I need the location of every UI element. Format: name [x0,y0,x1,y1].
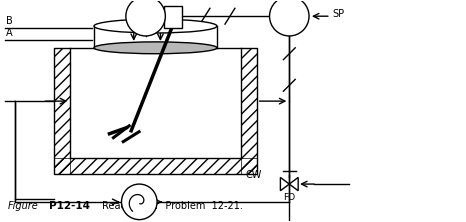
Bar [70,48,241,159]
Text: 1: 1 [143,19,149,28]
Ellipse shape [94,42,217,54]
Bar [241,48,257,174]
Text: FO: FO [283,193,295,202]
Bar [54,159,257,174]
Text: A: A [6,28,13,38]
Circle shape [269,0,309,36]
Ellipse shape [94,19,217,33]
Polygon shape [289,177,298,191]
Text: 1: 1 [287,19,292,28]
Bar [164,6,182,28]
Text: P12-14: P12-14 [49,201,90,211]
Circle shape [126,0,165,36]
Text: TT: TT [140,7,151,16]
Circle shape [122,184,157,220]
Polygon shape [281,177,289,191]
Text: Figure: Figure [8,201,39,211]
Bar [54,48,70,174]
Text: B: B [6,16,13,26]
Text: Reactor  for  Problem  12-21.: Reactor for Problem 12-21. [102,201,242,211]
Bar [54,48,257,174]
Text: SP: SP [333,9,345,19]
Text: CW: CW [245,170,261,180]
Text: TC: TC [284,7,295,16]
